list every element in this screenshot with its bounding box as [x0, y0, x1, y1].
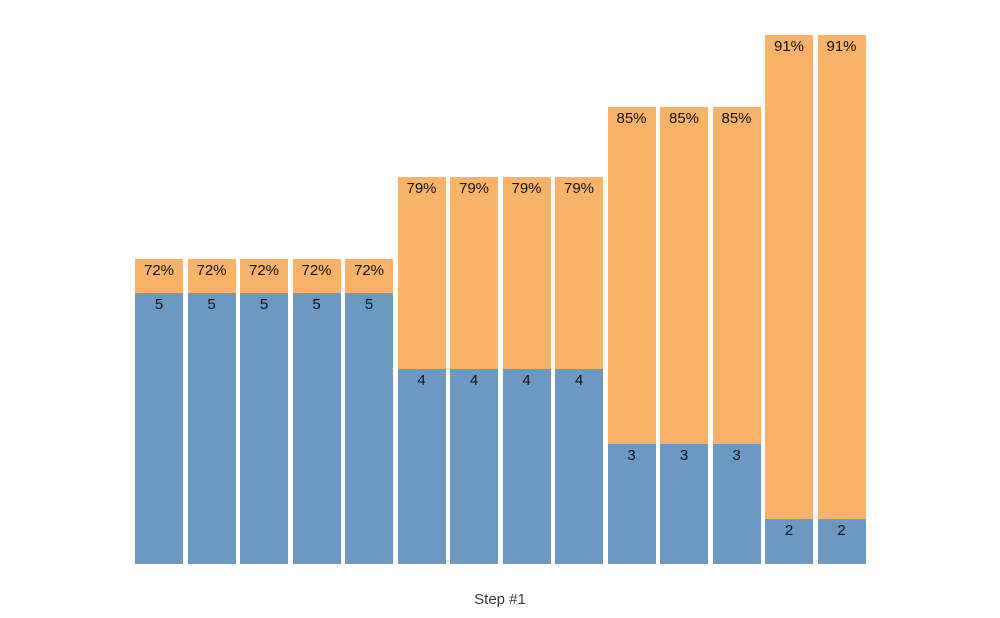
stacked-bar: 79% 4	[502, 177, 551, 564]
stacked-bar: 72% 5	[135, 259, 183, 564]
orange-segment: 72%	[345, 259, 393, 293]
value-label: 3	[627, 447, 636, 464]
value-label: 5	[364, 296, 374, 313]
percent-label: 79%	[406, 180, 437, 197]
stacked-bar: 91% 2	[765, 35, 813, 564]
stacked-bar: 72% 5	[240, 259, 288, 564]
blue-segment: 4	[450, 369, 498, 564]
percent-label: 72%	[248, 262, 280, 279]
blue-segment: 5	[187, 293, 236, 564]
orange-segment: 79%	[397, 177, 446, 369]
blue-segment: 2	[817, 519, 866, 564]
percent-label: 91%	[773, 38, 805, 55]
percent-label: 79%	[563, 180, 595, 197]
x-axis-label: Step #1	[474, 591, 526, 608]
value-label: 2	[784, 522, 794, 539]
value-label: 5	[259, 296, 269, 313]
value-label: 3	[732, 447, 741, 464]
stacked-bar: 85% 3	[660, 107, 708, 564]
percent-label: 72%	[353, 262, 385, 279]
value-label: 4	[574, 372, 584, 389]
orange-segment: 72%	[240, 259, 288, 293]
stacked-bar: 91% 2	[817, 35, 866, 564]
blue-segment: 5	[345, 293, 393, 564]
stacked-bar: 72% 5	[292, 259, 341, 564]
orange-segment: 85%	[660, 107, 708, 444]
blue-segment: 3	[607, 444, 656, 564]
orange-segment: 91%	[817, 35, 866, 519]
blue-segment: 4	[555, 369, 603, 564]
stacked-bar: 72% 5	[345, 259, 393, 564]
blue-segment: 5	[240, 293, 288, 564]
orange-segment: 91%	[765, 35, 813, 519]
percent-label: 85%	[721, 110, 752, 127]
stacked-bar: 72% 5	[187, 259, 236, 564]
value-label: 4	[417, 372, 426, 389]
value-label: 5	[207, 296, 216, 313]
blue-segment: 3	[660, 444, 708, 564]
percent-label: 72%	[301, 262, 332, 279]
orange-segment: 85%	[712, 107, 761, 444]
percent-label: 79%	[458, 180, 490, 197]
stacked-bar: 79% 4	[555, 177, 603, 564]
value-label: 5	[312, 296, 321, 313]
stacked-bar: 85% 3	[607, 107, 656, 564]
orange-segment: 79%	[502, 177, 551, 369]
value-label: 5	[154, 296, 164, 313]
orange-segment: 72%	[135, 259, 183, 293]
blue-segment: 4	[502, 369, 551, 564]
value-label: 4	[469, 372, 479, 389]
blue-segment: 2	[765, 519, 813, 564]
percent-label: 79%	[511, 180, 542, 197]
value-label: 3	[679, 447, 689, 464]
orange-segment: 79%	[450, 177, 498, 369]
value-label: 2	[837, 522, 846, 539]
percent-label: 85%	[668, 110, 700, 127]
blue-segment: 4	[397, 369, 446, 564]
percent-label: 72%	[196, 262, 227, 279]
value-label: 4	[522, 372, 531, 389]
blue-segment: 5	[292, 293, 341, 564]
orange-segment: 72%	[187, 259, 236, 293]
blue-segment: 5	[135, 293, 183, 564]
percent-label: 91%	[826, 38, 857, 55]
orange-segment: 79%	[555, 177, 603, 369]
stacked-bar: 85% 3	[712, 107, 761, 564]
percent-label: 72%	[143, 262, 175, 279]
stacked-bar: 79% 4	[450, 177, 498, 564]
stacked-bar: 79% 4	[397, 177, 446, 564]
blue-segment: 3	[712, 444, 761, 564]
orange-segment: 72%	[292, 259, 341, 293]
percent-label: 85%	[616, 110, 647, 127]
orange-segment: 85%	[607, 107, 656, 444]
